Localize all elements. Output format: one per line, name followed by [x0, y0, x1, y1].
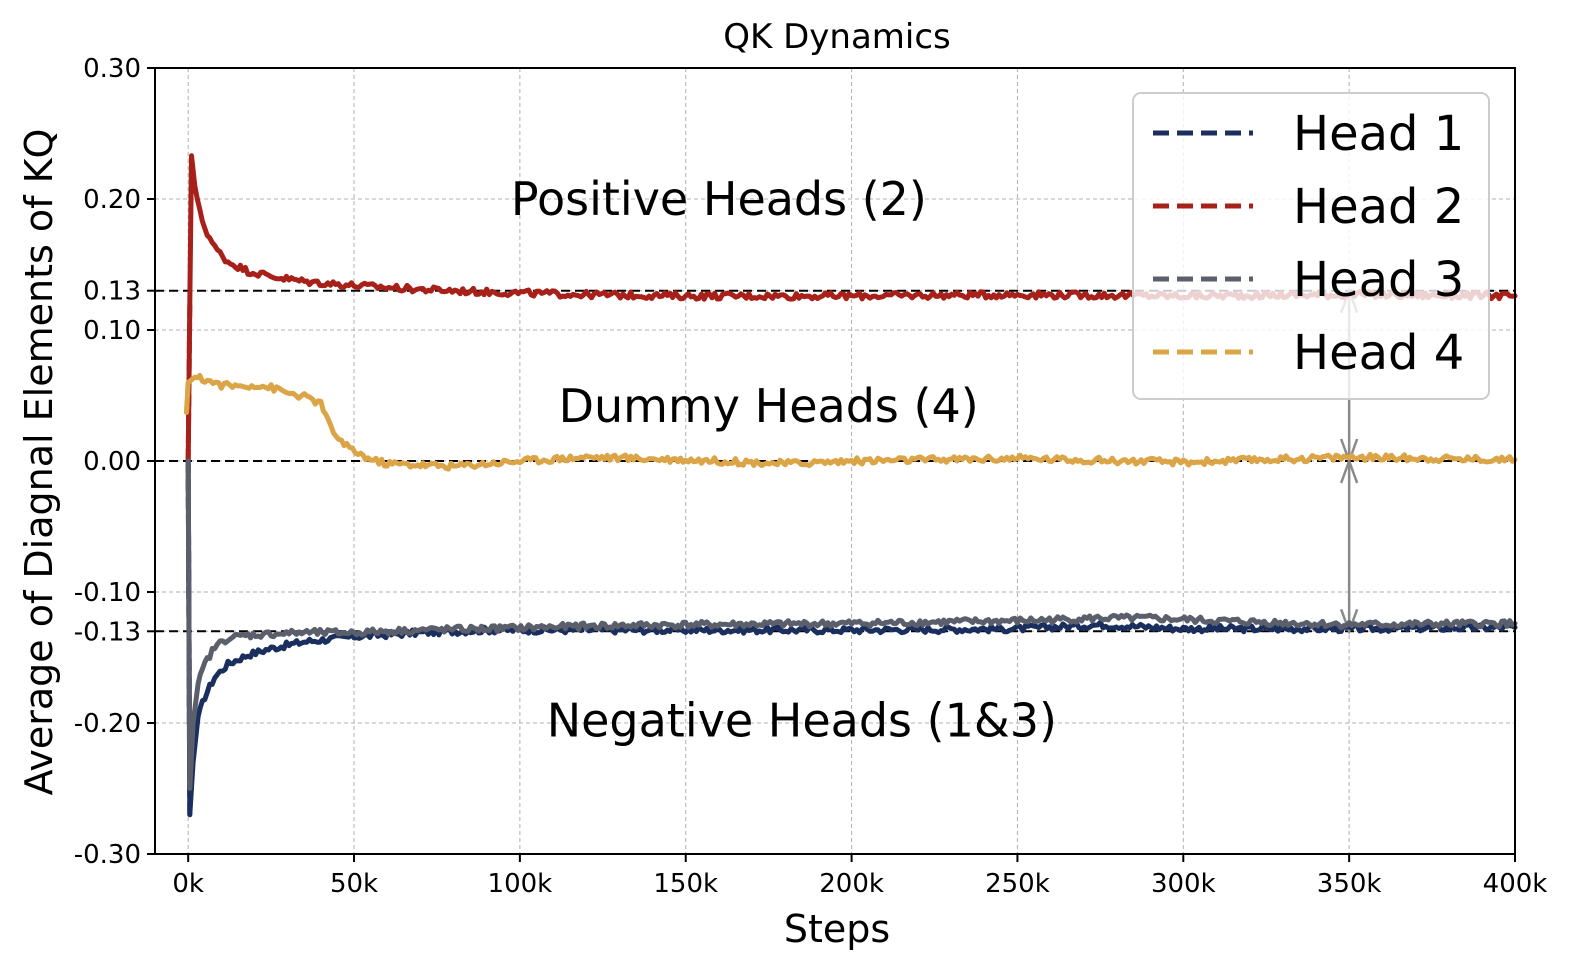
legend-label-3: Head 3	[1293, 252, 1464, 308]
y-axis-label: Average of Diagnal Elements of KQ	[17, 129, 61, 796]
y-tick-label: -0.30	[74, 840, 141, 870]
legend: Head 1 Head 2 Head 3 Head 4	[1132, 92, 1490, 400]
y-tick-label: 0.10	[83, 316, 141, 346]
y-tick-label: -0.10	[74, 578, 141, 608]
legend-label-2: Head 2	[1293, 179, 1464, 235]
x-tick-label: 50k	[330, 869, 378, 899]
annotation-positive-heads: Positive Heads (2)	[511, 172, 927, 226]
x-axis-label: Steps	[784, 907, 890, 951]
x-tick-label: 300k	[1151, 869, 1216, 899]
annotation-text-layer: Positive Heads (2) Dummy Heads (4) Negat…	[511, 172, 1057, 747]
marker-arrowhead	[1339, 457, 1359, 484]
x-tick-label: 350k	[1317, 869, 1382, 899]
y-axis-ticks: -0.30 -0.20 -0.13 -0.10 0.00 0.10 0.13 0.20 0.30	[74, 54, 155, 870]
y-tick-label: 0.20	[83, 185, 141, 215]
x-tick-label: 150k	[653, 869, 718, 899]
legend-box	[1132, 92, 1490, 400]
y-tick-label: -0.20	[74, 709, 141, 739]
legend-label-4: Head 4	[1293, 325, 1464, 381]
series-start-dash-4	[184, 382, 191, 413]
annotation-dummy-heads: Dummy Heads (4)	[559, 379, 979, 433]
plot-frame	[154, 67, 1516, 855]
annotation-negative-heads: Negative Heads (1&3)	[547, 693, 1057, 747]
x-tick-label: 100k	[488, 869, 553, 899]
chart-title: QK Dynamics	[723, 17, 951, 57]
y-tick-label: 0.13	[83, 277, 141, 307]
x-axis-ticks: 0k 50k 100k 150k 200k 250k 300k 350k 400k	[172, 854, 1547, 899]
y-tick-label: 0.00	[83, 447, 141, 477]
y-tick-label: -0.13	[74, 617, 141, 647]
x-tick-label: 250k	[985, 869, 1050, 899]
series-line-4	[184, 372, 1518, 472]
series-line-3	[185, 458, 1518, 791]
x-tick-label: 0k	[172, 869, 204, 899]
x-tick-label: 200k	[819, 869, 884, 899]
x-tick-label: 400k	[1483, 869, 1548, 899]
y-tick-label: 0.30	[83, 54, 141, 84]
series-start-dash-3	[185, 460, 193, 789]
legend-label-1: Head 1	[1293, 106, 1464, 162]
marker-arrowhead	[1339, 608, 1359, 635]
